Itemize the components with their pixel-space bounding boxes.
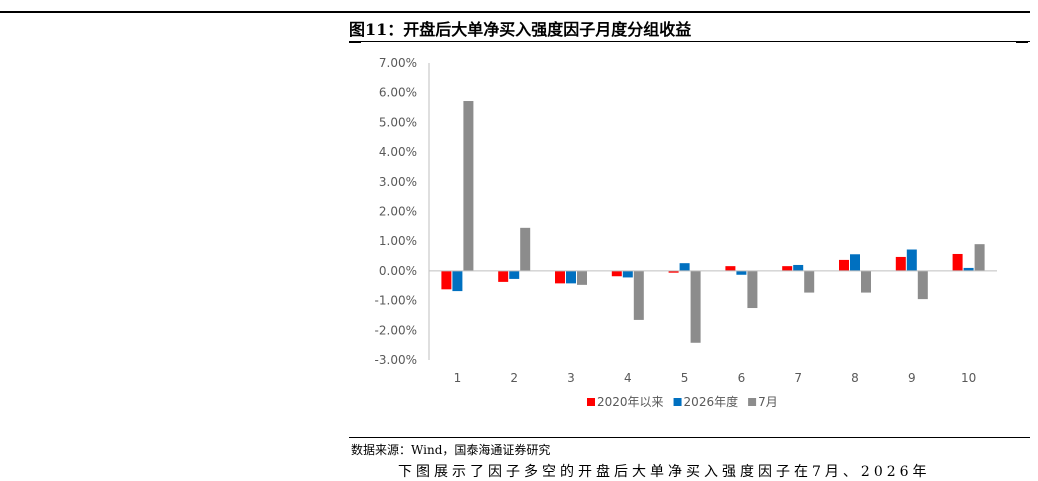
legend-label-2: 2026年度 xyxy=(684,394,739,409)
bar-1-4 xyxy=(611,270,622,277)
y-tick-label: 1.00% xyxy=(379,234,417,248)
bar-1-9 xyxy=(895,256,906,271)
title-rule-right-tick xyxy=(1016,41,1028,43)
bar-1-10 xyxy=(952,253,963,271)
bar-2-3 xyxy=(566,270,576,284)
bar-3-5 xyxy=(690,270,701,343)
x-tick-label: 6 xyxy=(738,371,746,385)
y-tick-label: 0.00% xyxy=(379,264,417,278)
y-tick-label: 5.00% xyxy=(379,115,417,129)
x-tick-label: 10 xyxy=(961,371,976,385)
bar-1-6 xyxy=(725,266,736,271)
y-tick-label: 4.00% xyxy=(379,145,417,159)
figure-title: 图11：开盘后大单净买入强度因子月度分组收益 xyxy=(349,20,692,39)
figure-source: 数据来源：Wind，国泰海通证券研究 xyxy=(351,443,551,457)
legend-label-1: 2020年以来 xyxy=(597,395,664,409)
y-tick-label: 2.00% xyxy=(379,205,417,219)
legend-swatch-3 xyxy=(748,398,757,406)
bar-2-5 xyxy=(679,263,690,271)
bar-3-10 xyxy=(974,244,985,271)
bar-2-4 xyxy=(622,270,633,278)
source-rule xyxy=(349,437,1030,438)
x-tick-label: 7 xyxy=(794,371,802,385)
bar-3-8 xyxy=(861,270,871,293)
title-rule-left-tick xyxy=(349,41,361,43)
bar-2-9 xyxy=(906,249,917,271)
y-tick-label: 6.00% xyxy=(379,86,417,100)
bar-1-2 xyxy=(498,270,509,282)
x-tick-label: 4 xyxy=(624,371,632,385)
bar-3-6 xyxy=(747,270,758,309)
bar-chart: -3.00% -2.00% -1.00% 0.00% 1.00% 2.00% 3.00% 4.… xyxy=(375,56,997,409)
bar-1-5 xyxy=(668,270,679,273)
legend-swatch-2 xyxy=(673,398,682,406)
bar-2-10 xyxy=(963,267,974,271)
y-tick-label: -1.00% xyxy=(375,294,417,308)
y-tick-label: -3.00% xyxy=(375,353,417,367)
y-tick-label: 3.00% xyxy=(379,175,417,189)
top-rule xyxy=(0,11,1030,13)
title-rule xyxy=(349,41,1030,42)
x-tick-label: 8 xyxy=(851,371,859,385)
x-tick-label: 1 xyxy=(454,371,462,385)
bar-3-7 xyxy=(804,270,815,293)
bar-2-2 xyxy=(509,270,520,279)
bar-3-1 xyxy=(463,101,474,271)
bar-1-3 xyxy=(555,270,565,284)
legend-label-3: 7月 xyxy=(758,395,778,409)
y-tick-label: -2.00% xyxy=(375,323,417,337)
legend-swatch-1 xyxy=(587,398,595,406)
bar-1-7 xyxy=(782,266,793,271)
bar-1-1 xyxy=(441,270,452,290)
bar-2-6 xyxy=(736,270,747,275)
x-tick-label: 9 xyxy=(908,371,916,385)
bar-3-2 xyxy=(520,227,531,271)
bar-3-9 xyxy=(917,270,928,300)
x-tick-label: 2 xyxy=(510,371,518,385)
bar-2-1 xyxy=(452,270,463,292)
body-text-partial: 下图展示了因子多空的开盘后大单净买入强度因子在7月、2026年 xyxy=(398,464,931,480)
bar-2-7 xyxy=(793,264,804,271)
x-tick-label: 3 xyxy=(567,371,575,385)
bar-2-8 xyxy=(850,254,860,271)
bar-3-3 xyxy=(577,270,587,285)
y-tick-label: 7.00% xyxy=(379,56,417,70)
x-tick-label: 5 xyxy=(681,371,689,385)
bar-1-8 xyxy=(839,259,849,271)
bar-3-4 xyxy=(633,270,644,320)
